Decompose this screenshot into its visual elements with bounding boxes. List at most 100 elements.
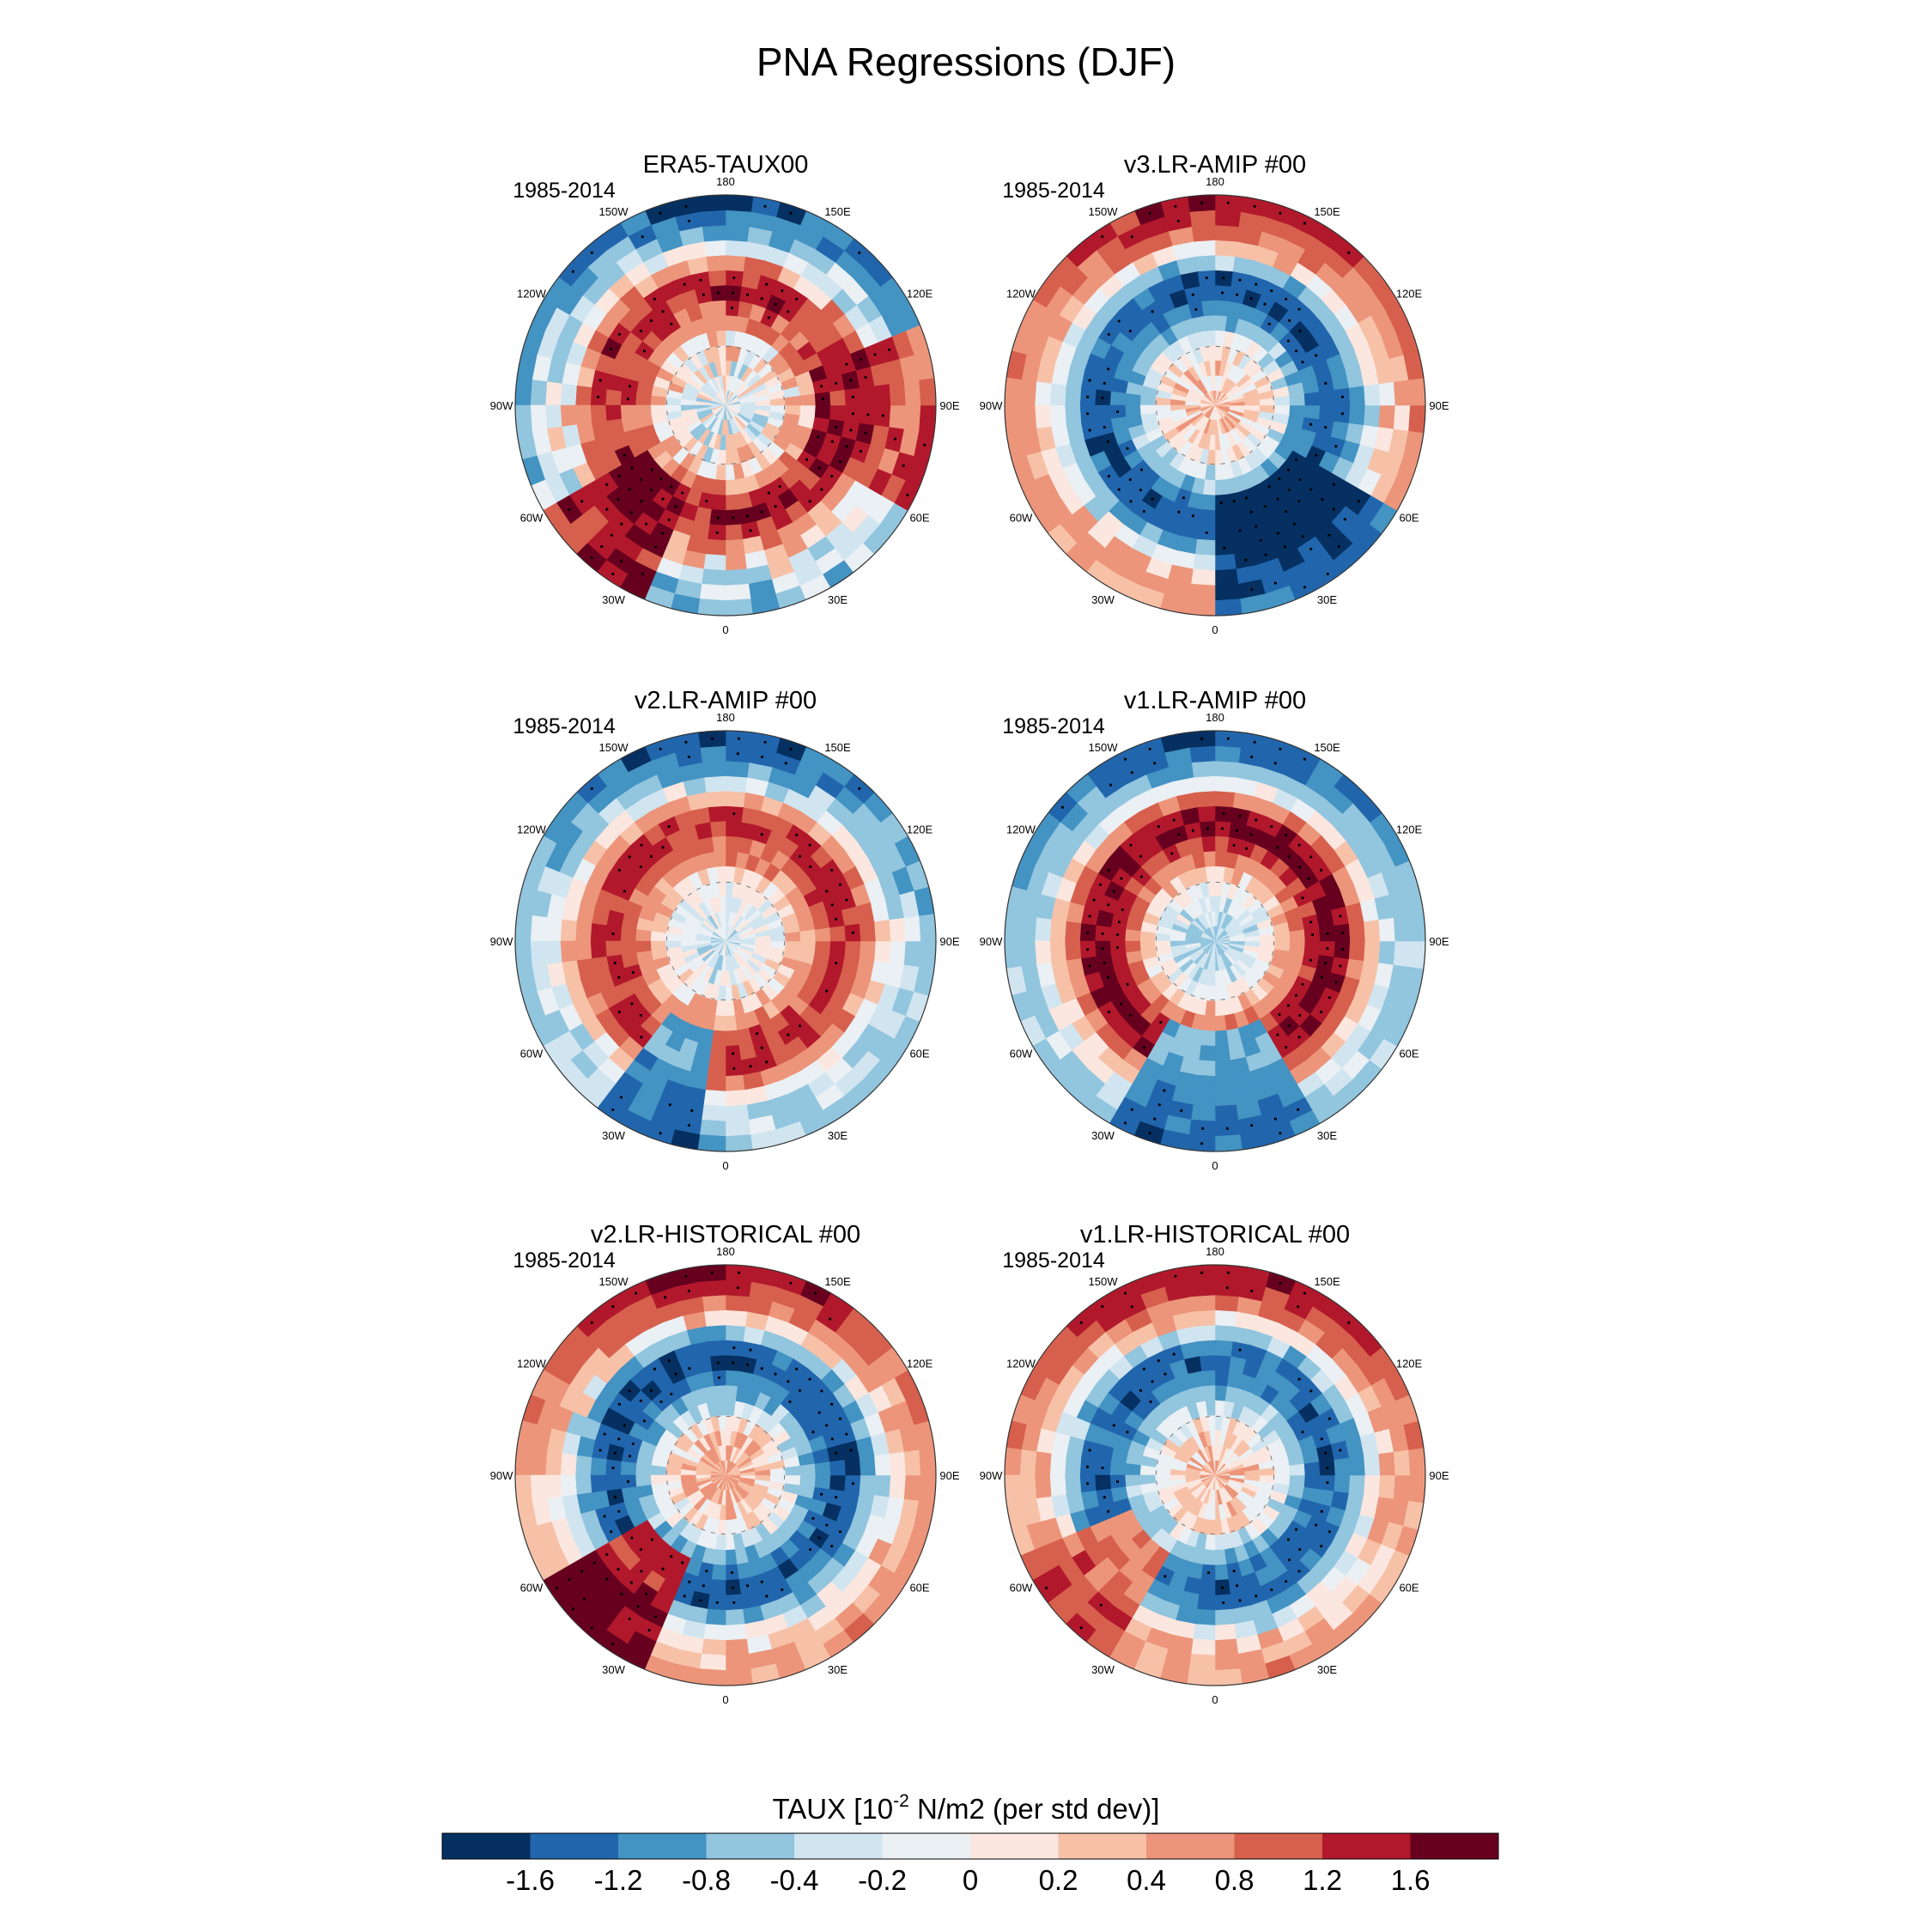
significance-dot xyxy=(760,833,763,836)
field-cell xyxy=(1214,524,1233,541)
longitude-label: 30E xyxy=(828,1663,848,1676)
field-cell xyxy=(903,914,921,942)
field-cell xyxy=(1319,404,1336,422)
field-cell xyxy=(725,1370,740,1387)
longitude-label: 90E xyxy=(1429,399,1449,412)
field-cell xyxy=(1214,790,1236,808)
significance-dot xyxy=(859,449,863,453)
field-cell xyxy=(829,389,847,406)
field-cell xyxy=(1034,1451,1052,1476)
field-cell xyxy=(725,240,748,257)
field-cell xyxy=(1393,914,1411,942)
field-cell xyxy=(1124,1462,1141,1476)
field-cell xyxy=(702,1638,726,1656)
field-cell xyxy=(725,195,754,212)
field-cell xyxy=(1214,745,1242,763)
significance-dot xyxy=(661,846,665,849)
significance-dot xyxy=(1200,201,1204,204)
significance-dot xyxy=(1309,855,1313,859)
significance-dot xyxy=(710,737,714,740)
significance-dot xyxy=(1139,875,1144,878)
significance-dot xyxy=(731,516,735,519)
significance-dot xyxy=(1286,1004,1291,1007)
field-cell xyxy=(590,404,607,423)
significance-dot xyxy=(1117,488,1121,491)
field-cell xyxy=(1064,940,1082,962)
significance-dot xyxy=(1347,1321,1351,1324)
field-cell xyxy=(1214,1384,1228,1401)
significance-dot xyxy=(1220,291,1224,295)
significance-dot xyxy=(1297,1108,1300,1111)
field-cell xyxy=(1214,509,1231,526)
significance-dot xyxy=(1101,1304,1104,1309)
significance-dot xyxy=(1301,1431,1304,1434)
field-cell xyxy=(560,404,577,428)
significance-dot xyxy=(590,556,593,560)
significance-dot xyxy=(1309,547,1313,550)
field-cell xyxy=(1205,1000,1216,1017)
significance-dot xyxy=(617,498,620,501)
significance-dot xyxy=(571,270,574,273)
significance-dot xyxy=(809,1547,812,1552)
significance-dot xyxy=(838,883,842,886)
field-cell xyxy=(702,568,726,586)
field-cell xyxy=(560,1453,577,1476)
significance-dot xyxy=(684,740,688,744)
field-cell xyxy=(829,1474,847,1492)
field-cell xyxy=(1200,835,1216,853)
field-cell xyxy=(590,1457,607,1476)
significance-dot xyxy=(630,1536,634,1540)
significance-dot xyxy=(1287,489,1291,492)
field-cell xyxy=(1205,465,1216,481)
significance-dot xyxy=(1309,488,1313,491)
significance-dot xyxy=(835,962,838,965)
field-cell xyxy=(1348,940,1366,962)
significance-dot xyxy=(1320,1545,1323,1548)
colorbar-tick-label: 0.4 xyxy=(1127,1864,1166,1896)
field-cell xyxy=(544,917,562,942)
field-cell xyxy=(1199,509,1216,526)
longitude-label: 90W xyxy=(980,935,1003,948)
significance-dot xyxy=(634,1291,638,1295)
field-cell xyxy=(544,940,562,965)
field-cell xyxy=(515,913,532,942)
significance-dot xyxy=(716,291,720,295)
significance-dot xyxy=(1103,1496,1106,1499)
significance-dot xyxy=(906,493,909,497)
significance-dot xyxy=(639,1547,642,1552)
field-cell xyxy=(560,940,577,963)
significance-dot xyxy=(1148,747,1151,750)
significance-dot xyxy=(820,488,823,491)
map-boundary xyxy=(1004,730,1426,1152)
significance-dot xyxy=(1326,572,1329,576)
significance-dot xyxy=(811,1516,815,1520)
field-cell xyxy=(1034,940,1052,965)
field-cell xyxy=(1199,1354,1216,1371)
significance-dot xyxy=(787,310,790,313)
significance-dot xyxy=(699,278,702,282)
significance-dot xyxy=(1130,1108,1133,1111)
significance-dot xyxy=(687,755,690,759)
significance-dot xyxy=(611,1642,615,1646)
significance-dot xyxy=(1148,1132,1151,1135)
longitude-label: 0 xyxy=(722,623,728,636)
significance-dot xyxy=(787,1380,790,1383)
significance-dot xyxy=(1332,483,1335,486)
colorbar-tick-label: -0.4 xyxy=(770,1864,819,1896)
longitude-label: 30W xyxy=(602,1663,625,1676)
significance-dot xyxy=(1191,293,1194,296)
field-cell xyxy=(1303,940,1321,956)
regression-field xyxy=(1005,1265,1425,1686)
significance-dot xyxy=(730,306,734,310)
field-cell xyxy=(889,381,907,406)
field-cell xyxy=(713,479,726,496)
significance-dot xyxy=(732,276,736,280)
significance-dot xyxy=(851,412,855,416)
field-cell xyxy=(725,820,742,837)
field-cell xyxy=(889,940,907,965)
significance-dot xyxy=(1340,395,1345,398)
longitude-label: 120E xyxy=(907,1358,933,1370)
longitude-label: 150W xyxy=(1089,205,1119,218)
